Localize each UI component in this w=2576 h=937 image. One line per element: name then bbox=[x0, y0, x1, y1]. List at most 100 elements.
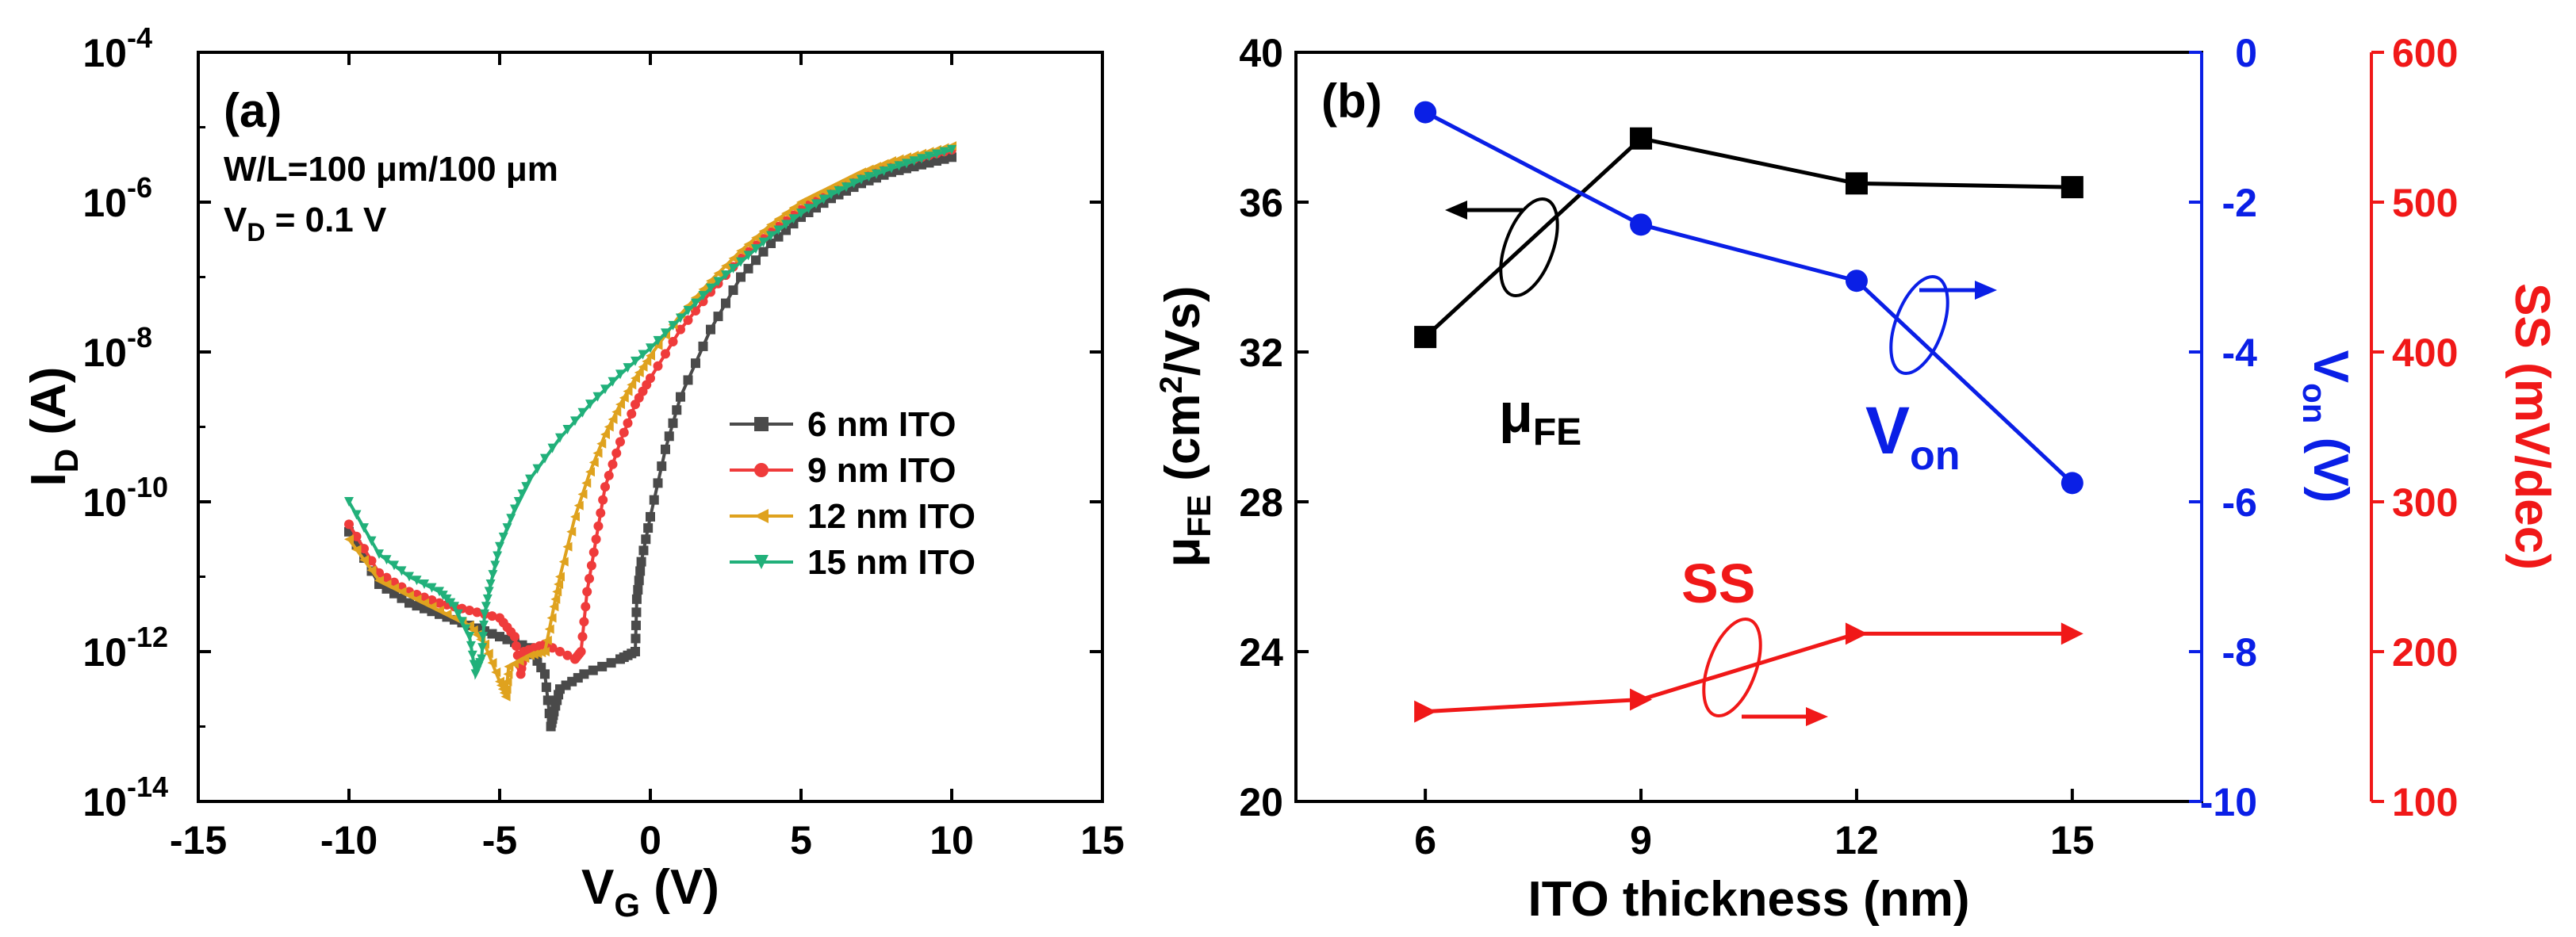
data-point bbox=[635, 566, 646, 576]
data-point bbox=[570, 416, 580, 426]
data-point bbox=[664, 431, 674, 442]
x-tick-label: 15 bbox=[2050, 818, 2095, 862]
data-point bbox=[872, 169, 881, 179]
data-point bbox=[478, 632, 489, 642]
ss-tick-label: 400 bbox=[2392, 331, 2458, 375]
von-axis-ticks: -10 -8 -6 -4 -2 0 bbox=[2189, 31, 2257, 824]
data-point bbox=[542, 635, 552, 645]
legend-label: 15 nm ITO bbox=[807, 543, 976, 582]
data-point bbox=[917, 154, 926, 164]
legend-label: 12 nm ITO bbox=[807, 497, 976, 536]
data-point bbox=[947, 144, 956, 155]
data-point bbox=[642, 356, 652, 366]
data-point bbox=[849, 170, 859, 181]
data-point bbox=[1414, 700, 1437, 723]
x-axis-label-b: ITO thickness (nm) bbox=[1528, 872, 1970, 927]
von-tick-label: 0 bbox=[2235, 31, 2257, 75]
data-point bbox=[713, 312, 723, 322]
data-point bbox=[585, 467, 595, 477]
data-point bbox=[894, 161, 904, 171]
data-point bbox=[457, 617, 467, 627]
series-group-b bbox=[1414, 101, 2083, 723]
data-point bbox=[600, 482, 610, 492]
data-point bbox=[668, 320, 678, 331]
mu-axis-main: μ bbox=[1156, 537, 1210, 568]
data-point bbox=[588, 457, 599, 468]
y-tick-label: 10 bbox=[82, 630, 127, 675]
data-point bbox=[706, 283, 715, 293]
data-point bbox=[676, 392, 685, 402]
data-point bbox=[631, 594, 642, 604]
series-mu-fe bbox=[1414, 127, 2083, 349]
ss-annotation: SS bbox=[1681, 553, 1755, 614]
x-tick-label: -15 bbox=[170, 818, 227, 862]
data-point bbox=[427, 595, 437, 606]
data-point bbox=[615, 437, 625, 447]
von-tick-label: -10 bbox=[2200, 780, 2257, 824]
data-point bbox=[781, 208, 791, 219]
data-point bbox=[351, 531, 362, 541]
data-point bbox=[627, 408, 637, 419]
data-point bbox=[579, 669, 589, 679]
data-point bbox=[487, 658, 497, 668]
data-point bbox=[359, 523, 369, 534]
data-point bbox=[498, 532, 508, 542]
mu-axis-end: /Vs) bbox=[1156, 285, 1210, 376]
legend-item: 6 nm ITO bbox=[730, 405, 956, 444]
data-point bbox=[397, 593, 407, 603]
svg-text:μFE (cm2/Vs): μFE (cm2/Vs) bbox=[1154, 285, 1217, 567]
data-point bbox=[588, 665, 598, 675]
data-point bbox=[493, 551, 503, 561]
data-point bbox=[803, 193, 814, 204]
panel-label-b: (b) bbox=[1321, 75, 1382, 128]
legend-a: 6 nm ITO 9 nm ITO 12 nm ITO 15 nm ITO bbox=[730, 405, 976, 582]
data-point bbox=[766, 238, 776, 248]
data-point bbox=[442, 609, 452, 619]
data-point bbox=[683, 306, 693, 316]
data-point bbox=[600, 429, 610, 439]
data-point bbox=[581, 478, 592, 488]
data-point bbox=[2060, 622, 2083, 645]
data-point bbox=[638, 361, 648, 372]
data-point bbox=[857, 167, 866, 178]
x-tick-label: 9 bbox=[1630, 818, 1652, 862]
y-tick-exponent: -10 bbox=[127, 471, 168, 503]
data-point bbox=[1845, 270, 1868, 293]
data-point bbox=[366, 556, 377, 566]
vd-sub: D bbox=[247, 218, 265, 247]
data-point bbox=[1414, 326, 1437, 349]
data-point bbox=[472, 607, 482, 618]
data-point bbox=[588, 547, 599, 557]
data-point bbox=[887, 156, 896, 166]
x-tick-label: 6 bbox=[1414, 818, 1436, 862]
legend-swatch-marker bbox=[754, 417, 769, 431]
data-point bbox=[540, 647, 550, 656]
data-point bbox=[661, 444, 670, 454]
data-point bbox=[608, 415, 618, 425]
data-point bbox=[510, 504, 519, 514]
data-point bbox=[633, 585, 643, 595]
ss-axis-ticks: 100 200 300 400 500 600 bbox=[2371, 31, 2458, 824]
ylabel-unit: (A) bbox=[21, 367, 76, 449]
data-point bbox=[668, 337, 678, 347]
data-point bbox=[366, 565, 377, 576]
von-sub: on bbox=[1910, 433, 1961, 479]
data-point bbox=[796, 197, 806, 207]
von-axis-main: V bbox=[2303, 350, 2358, 383]
series-15-nm-ito bbox=[344, 144, 956, 680]
data-point bbox=[773, 225, 784, 235]
data-point bbox=[608, 377, 618, 387]
data-point bbox=[404, 591, 414, 601]
data-point bbox=[597, 661, 608, 671]
data-point bbox=[506, 514, 516, 524]
data-point bbox=[713, 277, 723, 287]
ss-tick-label: 200 bbox=[2392, 630, 2458, 675]
y-tick-label: 10 bbox=[82, 181, 127, 225]
data-point bbox=[381, 555, 392, 565]
legend-item: 12 nm ITO bbox=[730, 497, 976, 536]
data-point bbox=[611, 407, 622, 417]
data-point bbox=[924, 158, 934, 168]
data-point bbox=[359, 544, 369, 554]
series-line bbox=[1424, 110, 2074, 485]
